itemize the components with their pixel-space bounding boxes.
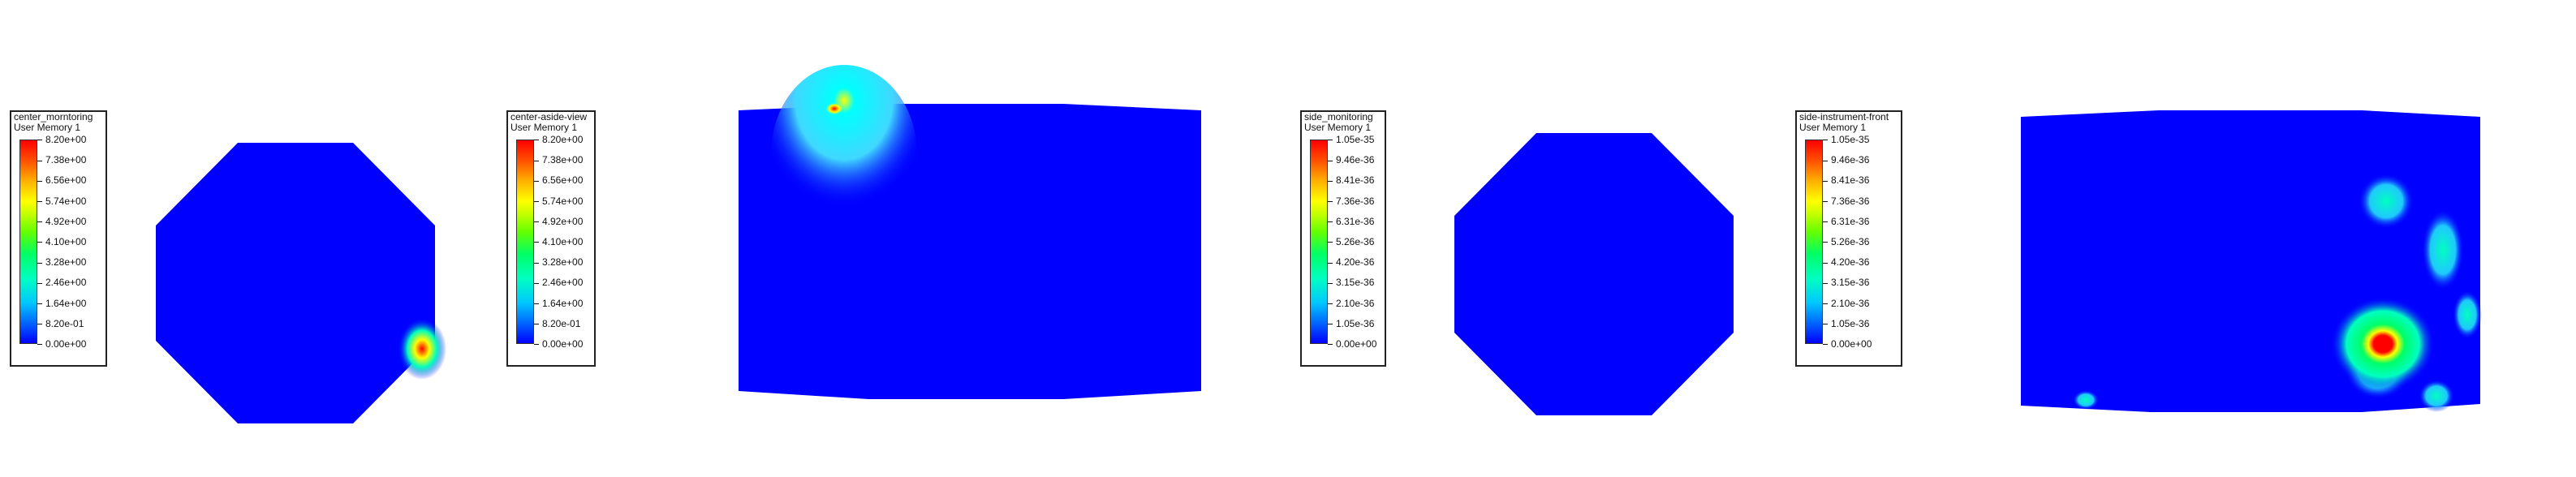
tick-label: 4.92e+00 — [37, 217, 86, 226]
legend-variable: User Memory 1 — [1304, 122, 1372, 133]
tick-label: 4.10e+00 — [534, 237, 583, 247]
colorbar-legend: side_monitoring User Memory 1 1.05e-35 9… — [1300, 110, 1386, 367]
tick-label: 5.26e-36 — [1823, 237, 1869, 247]
octagon-shape — [1454, 133, 1734, 415]
tick-label: 0.00e+00 — [1328, 339, 1376, 349]
tick-label: 0.00e+00 — [37, 339, 86, 349]
tick-label: 6.31e-36 — [1328, 217, 1374, 226]
tick-label: 8.20e+00 — [534, 135, 583, 144]
tick-label: 1.05e-35 — [1823, 135, 1869, 144]
tick-label: 5.74e+00 — [534, 196, 583, 206]
tick-label: 6.56e+00 — [534, 175, 583, 185]
legend-title: center-aside-view — [510, 111, 588, 122]
colorbar-legend: center-aside-view User Memory 1 8.20e+00… — [506, 110, 596, 367]
tick-label: 6.56e+00 — [37, 175, 86, 185]
legend-title: side-instrument-front — [1799, 111, 1889, 122]
tick-label: 7.38e+00 — [37, 155, 86, 165]
colorbar-gradient — [1805, 140, 1823, 344]
octagon-shape — [156, 143, 435, 423]
tick-label: 8.20e-01 — [534, 319, 580, 329]
colorbar-ticks: 1.05e-35 9.46e-36 8.41e-36 7.36e-36 6.31… — [1328, 135, 1385, 349]
tick-label: 5.26e-36 — [1328, 237, 1374, 247]
colorbar-gradient — [516, 140, 534, 344]
tick-label: 4.92e+00 — [534, 217, 583, 226]
tick-label: 9.46e-36 — [1328, 155, 1374, 165]
octagon-contour-view[interactable] — [1445, 127, 1753, 419]
tick-label: 8.20e-01 — [37, 319, 84, 329]
tick-label: 3.28e+00 — [37, 257, 86, 267]
colorbar-ticks: 8.20e+00 7.38e+00 6.56e+00 5.74e+00 4.92… — [37, 135, 94, 349]
tick-label: 2.10e-36 — [1328, 299, 1374, 308]
tick-label: 4.20e-36 — [1328, 257, 1374, 267]
octagon-contour-view[interactable] — [146, 130, 454, 423]
legend-variable: User Memory 1 — [510, 122, 578, 133]
tick-label: 3.28e+00 — [534, 257, 583, 267]
tick-label: 2.46e+00 — [37, 277, 86, 287]
tick-label: 3.15e-36 — [1328, 277, 1374, 287]
colorbar-gradient — [19, 140, 37, 344]
tick-label: 9.46e-36 — [1823, 155, 1869, 165]
tick-label: 2.46e+00 — [534, 277, 583, 287]
legend-title: center_morntoring — [14, 111, 93, 122]
legend-variable: User Memory 1 — [1799, 122, 1867, 133]
tick-label: 1.05e-36 — [1823, 319, 1869, 329]
side-contour-view[interactable] — [739, 65, 1209, 406]
tick-label: 1.05e-36 — [1328, 319, 1374, 329]
legend-title: side_monitoring — [1304, 111, 1373, 122]
tick-label: 6.31e-36 — [1823, 217, 1869, 226]
tick-label: 7.38e+00 — [534, 155, 583, 165]
tick-label: 8.41e-36 — [1328, 175, 1374, 185]
tick-label: 1.64e+00 — [37, 299, 86, 308]
colorbar-gradient — [1310, 140, 1328, 344]
tick-label: 4.20e-36 — [1823, 257, 1869, 267]
tick-label: 7.36e-36 — [1328, 196, 1374, 206]
tick-label: 5.74e+00 — [37, 196, 86, 206]
tick-label: 1.64e+00 — [534, 299, 583, 308]
tick-label: 0.00e+00 — [1823, 339, 1872, 349]
colorbar-ticks: 8.20e+00 7.38e+00 6.56e+00 5.74e+00 4.92… — [534, 135, 591, 349]
tick-label: 8.20e+00 — [37, 135, 86, 144]
tick-label: 7.36e-36 — [1823, 196, 1869, 206]
front-contour-view[interactable] — [2021, 104, 2492, 412]
tick-label: 3.15e-36 — [1823, 277, 1869, 287]
colorbar-legend: side-instrument-front User Memory 1 1.05… — [1795, 110, 1902, 367]
tick-label: 8.41e-36 — [1823, 175, 1869, 185]
tick-label: 0.00e+00 — [534, 339, 583, 349]
legend-variable: User Memory 1 — [14, 122, 81, 133]
tick-label: 1.05e-35 — [1328, 135, 1374, 144]
colorbar-ticks: 1.05e-35 9.46e-36 8.41e-36 7.36e-36 6.31… — [1823, 135, 1880, 349]
tick-label: 2.10e-36 — [1823, 299, 1869, 308]
tick-label: 4.10e+00 — [37, 237, 86, 247]
colorbar-legend: center_morntoring User Memory 1 8.20e+00… — [10, 110, 107, 367]
